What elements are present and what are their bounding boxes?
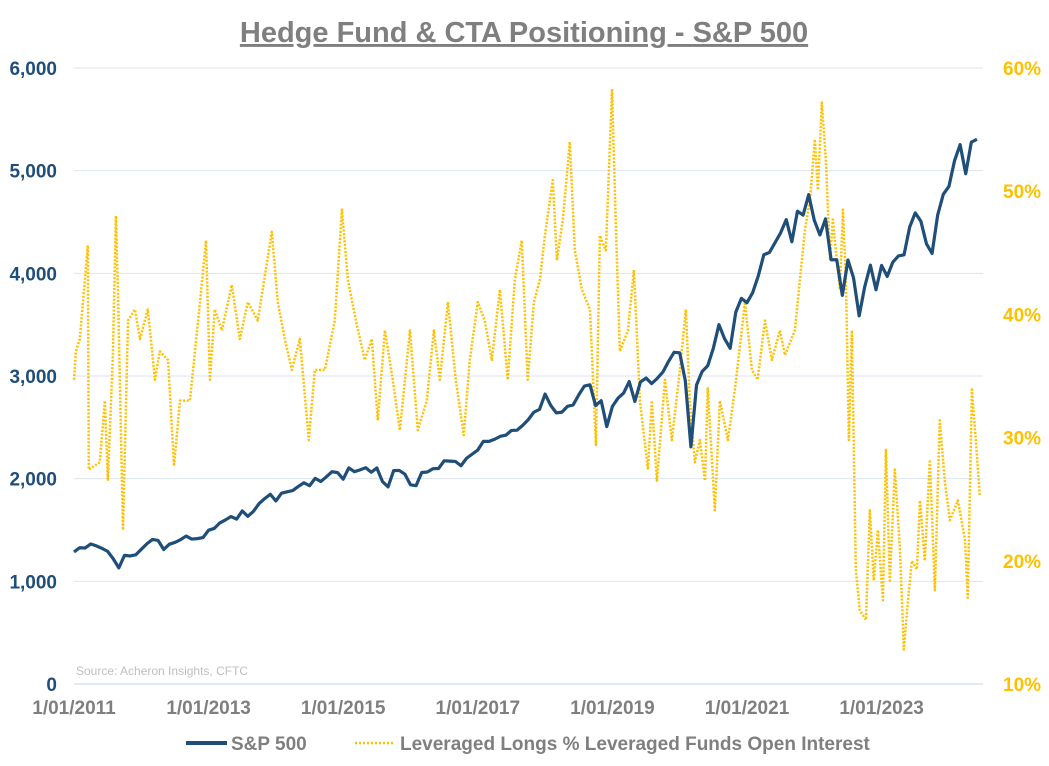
x-tick-label: 1/01/2017 (436, 698, 521, 719)
y-right-tick-label: 50% (1003, 182, 1041, 203)
legend-label-leveraged: Leveraged Longs % Leveraged Funds Open I… (400, 734, 871, 755)
legend: S&P 500 Leveraged Longs % Leveraged Fund… (186, 734, 871, 755)
x-tick-label: 1/01/2011 (32, 698, 116, 719)
y-left-tick-label: 0 (46, 675, 57, 696)
x-tick-label: 1/01/2021 (705, 698, 790, 719)
x-tick-label: 1/01/2023 (839, 698, 924, 719)
y-right-tick-label: 60% (1003, 59, 1041, 80)
series-line-leveraged-longs (72, 87, 981, 651)
y-left-tick-label: 4,000 (9, 264, 57, 285)
y-right-tick-label: 30% (1003, 429, 1041, 450)
legend-label-sp500: S&P 500 (231, 734, 307, 755)
y-left-tick-label: 3,000 (9, 367, 57, 388)
x-tick-label: 1/01/2015 (301, 698, 386, 719)
x-tick-label: 1/01/2019 (570, 698, 655, 719)
x-axis: 1/01/2011 1/01/2013 1/01/2015 1/01/2017 1/01… (32, 698, 924, 719)
series-layer (72, 87, 981, 651)
y-left-tick-label: 6,000 (9, 59, 57, 80)
y-right-tick-label: 40% (1003, 305, 1041, 326)
y-left-tick-label: 2,000 (9, 470, 57, 491)
y-right-tick-label: 20% (1003, 552, 1041, 573)
x-tick-label: 1/01/2013 (166, 698, 251, 719)
source-note: Source: Acheron Insights, CFTC (76, 664, 248, 678)
y-left-tick-label: 1,000 (9, 572, 57, 593)
gridlines (74, 67, 983, 685)
y-right-tick-label: 10% (1003, 675, 1041, 696)
y-right-axis: 10% 20% 30% 40% 50% 60% (1003, 59, 1041, 696)
y-left-tick-label: 5,000 (9, 162, 57, 183)
y-left-axis: 0 1,000 2,000 3,000 4,000 5,000 6,000 (9, 59, 57, 696)
series-line-sp500 (73, 137, 978, 570)
chart-title: Hedge Fund & CTA Positioning - S&P 500 (240, 17, 808, 49)
